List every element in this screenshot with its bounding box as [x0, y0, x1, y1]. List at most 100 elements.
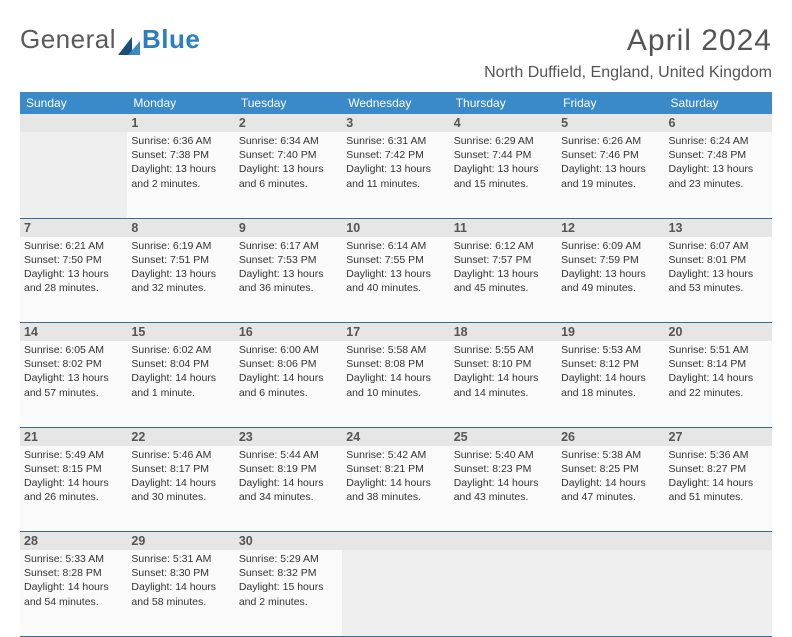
- cell-sunrise: Sunrise: 5:38 AM: [561, 448, 660, 462]
- day-cell: Sunrise: 6:36 AMSunset: 7:38 PMDaylight:…: [127, 132, 234, 218]
- cell-sunrise: Sunrise: 5:40 AM: [454, 448, 553, 462]
- day-header: Tuesday: [235, 92, 342, 114]
- day-number: 27: [665, 427, 772, 446]
- daynum-row: 282930: [20, 532, 772, 551]
- cell-day1: Daylight: 14 hours: [24, 580, 123, 594]
- cell-day2: and 38 minutes.: [346, 490, 445, 504]
- cell-day1: Daylight: 13 hours: [454, 162, 553, 176]
- cell-sunrise: Sunrise: 5:42 AM: [346, 448, 445, 462]
- cell-day2: and 10 minutes.: [346, 386, 445, 400]
- cell-day2: and 6 minutes.: [239, 177, 338, 191]
- cell-sunset: Sunset: 8:10 PM: [454, 357, 553, 371]
- day-number: [557, 532, 664, 551]
- cell-day1: Daylight: 13 hours: [561, 267, 660, 281]
- cell-sunset: Sunset: 8:02 PM: [24, 357, 123, 371]
- day-number: [20, 114, 127, 132]
- cell-day2: and 51 minutes.: [669, 490, 768, 504]
- cell-sunset: Sunset: 8:28 PM: [24, 566, 123, 580]
- cell-sunrise: Sunrise: 6:36 AM: [131, 134, 230, 148]
- cell-day1: Daylight: 14 hours: [561, 371, 660, 385]
- cell-day2: and 26 minutes.: [24, 490, 123, 504]
- day-number: 28: [20, 532, 127, 551]
- day-number: 20: [665, 323, 772, 342]
- cell-day1: Daylight: 14 hours: [454, 371, 553, 385]
- cell-sunset: Sunset: 7:44 PM: [454, 148, 553, 162]
- cell-day2: and 32 minutes.: [131, 281, 230, 295]
- cell-day1: Daylight: 14 hours: [346, 476, 445, 490]
- cell-day1: Daylight: 14 hours: [454, 476, 553, 490]
- cell-sunset: Sunset: 8:14 PM: [669, 357, 768, 371]
- cell-sunrise: Sunrise: 6:07 AM: [669, 239, 768, 253]
- cell-day2: and 58 minutes.: [131, 595, 230, 609]
- day-number: 26: [557, 427, 664, 446]
- cell-sunrise: Sunrise: 6:29 AM: [454, 134, 553, 148]
- cell-sunrise: Sunrise: 5:51 AM: [669, 343, 768, 357]
- cell-sunset: Sunset: 8:06 PM: [239, 357, 338, 371]
- cell-sunset: Sunset: 8:23 PM: [454, 462, 553, 476]
- cell-sunset: Sunset: 8:17 PM: [131, 462, 230, 476]
- cell-sunset: Sunset: 8:12 PM: [561, 357, 660, 371]
- day-cell: Sunrise: 5:49 AMSunset: 8:15 PMDaylight:…: [20, 446, 127, 532]
- day-header: Friday: [557, 92, 664, 114]
- day-number: 9: [235, 218, 342, 237]
- cell-sunrise: Sunrise: 5:29 AM: [239, 552, 338, 566]
- daynum-row: 14151617181920: [20, 323, 772, 342]
- cell-day1: Daylight: 14 hours: [346, 371, 445, 385]
- day-header-row: SundayMondayTuesdayWednesdayThursdayFrid…: [20, 92, 772, 114]
- day-cell: Sunrise: 6:02 AMSunset: 8:04 PMDaylight:…: [127, 341, 234, 427]
- day-cell: Sunrise: 5:55 AMSunset: 8:10 PMDaylight:…: [450, 341, 557, 427]
- cell-day1: Daylight: 13 hours: [239, 162, 338, 176]
- day-number: 18: [450, 323, 557, 342]
- calendar-table: SundayMondayTuesdayWednesdayThursdayFrid…: [20, 92, 772, 637]
- day-cell: Sunrise: 5:44 AMSunset: 8:19 PMDaylight:…: [235, 446, 342, 532]
- cell-day1: Daylight: 13 hours: [346, 267, 445, 281]
- day-number: 19: [557, 323, 664, 342]
- cell-day2: and 1 minute.: [131, 386, 230, 400]
- cell-sunrise: Sunrise: 5:31 AM: [131, 552, 230, 566]
- day-cell: Sunrise: 5:42 AMSunset: 8:21 PMDaylight:…: [342, 446, 449, 532]
- cell-sunrise: Sunrise: 6:34 AM: [239, 134, 338, 148]
- cell-sunset: Sunset: 8:19 PM: [239, 462, 338, 476]
- day-cell: Sunrise: 5:33 AMSunset: 8:28 PMDaylight:…: [20, 550, 127, 636]
- day-number: [450, 532, 557, 551]
- day-cell: Sunrise: 6:24 AMSunset: 7:48 PMDaylight:…: [665, 132, 772, 218]
- day-cell: [342, 550, 449, 636]
- day-number: 30: [235, 532, 342, 551]
- cell-sunrise: Sunrise: 6:05 AM: [24, 343, 123, 357]
- cell-day2: and 30 minutes.: [131, 490, 230, 504]
- day-number: 7: [20, 218, 127, 237]
- daynum-row: 78910111213: [20, 218, 772, 237]
- cell-sunrise: Sunrise: 5:53 AM: [561, 343, 660, 357]
- day-number: [665, 532, 772, 551]
- day-number: 12: [557, 218, 664, 237]
- day-number: 13: [665, 218, 772, 237]
- day-number: 21: [20, 427, 127, 446]
- day-cell: Sunrise: 6:34 AMSunset: 7:40 PMDaylight:…: [235, 132, 342, 218]
- cell-sunset: Sunset: 8:15 PM: [24, 462, 123, 476]
- cell-day2: and 54 minutes.: [24, 595, 123, 609]
- day-cell: [665, 550, 772, 636]
- cell-sunrise: Sunrise: 6:00 AM: [239, 343, 338, 357]
- day-number: 10: [342, 218, 449, 237]
- day-header: Wednesday: [342, 92, 449, 114]
- cell-sunrise: Sunrise: 5:36 AM: [669, 448, 768, 462]
- brand-part2: Blue: [142, 24, 200, 55]
- cell-day1: Daylight: 14 hours: [239, 371, 338, 385]
- cell-day2: and 23 minutes.: [669, 177, 768, 191]
- day-header: Monday: [127, 92, 234, 114]
- day-cell: Sunrise: 5:58 AMSunset: 8:08 PMDaylight:…: [342, 341, 449, 427]
- data-row: Sunrise: 6:21 AMSunset: 7:50 PMDaylight:…: [20, 237, 772, 323]
- day-cell: Sunrise: 6:12 AMSunset: 7:57 PMDaylight:…: [450, 237, 557, 323]
- day-number: 25: [450, 427, 557, 446]
- cell-sunset: Sunset: 7:57 PM: [454, 253, 553, 267]
- cell-sunset: Sunset: 8:25 PM: [561, 462, 660, 476]
- cell-day1: Daylight: 13 hours: [24, 267, 123, 281]
- day-cell: Sunrise: 6:26 AMSunset: 7:46 PMDaylight:…: [557, 132, 664, 218]
- day-cell: Sunrise: 6:05 AMSunset: 8:02 PMDaylight:…: [20, 341, 127, 427]
- cell-sunset: Sunset: 7:38 PM: [131, 148, 230, 162]
- brand-logo: General Blue: [20, 24, 200, 55]
- cell-day1: Daylight: 13 hours: [131, 267, 230, 281]
- day-cell: Sunrise: 6:17 AMSunset: 7:53 PMDaylight:…: [235, 237, 342, 323]
- day-number: 11: [450, 218, 557, 237]
- cell-sunset: Sunset: 8:01 PM: [669, 253, 768, 267]
